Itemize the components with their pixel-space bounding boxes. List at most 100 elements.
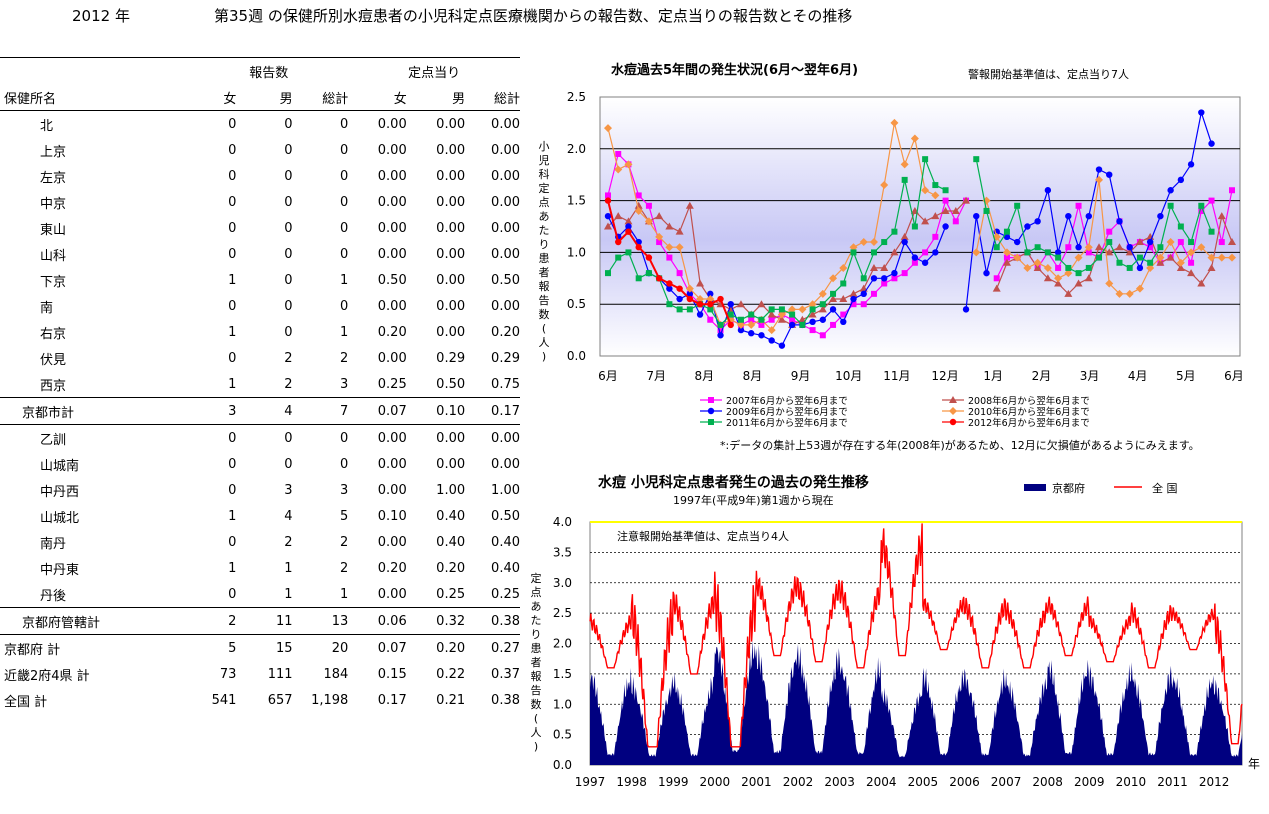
- legend-label: 京都府: [1052, 481, 1085, 495]
- data-point: [604, 124, 612, 133]
- data-point: [1002, 248, 1011, 257]
- table-cell: 0.29: [436, 350, 466, 366]
- kyoto-area: [590, 640, 1243, 765]
- data-point: [1054, 279, 1063, 287]
- data-point: [727, 301, 734, 308]
- data-point: [849, 289, 858, 297]
- table-cell: 1: [340, 272, 349, 288]
- data-point: [665, 222, 674, 230]
- x-tick-label: 2007: [991, 775, 1022, 789]
- table-cell: 0: [228, 430, 237, 446]
- legend-item: 2008年6月から翌年6月まで: [942, 395, 1090, 407]
- y-tick-label: 0.5: [567, 297, 586, 311]
- data-point: [676, 285, 683, 292]
- chart1-legend: 2007年6月から翌年6月まで 2008年6月から翌年6月まで 2009年6月から翌…: [700, 395, 1090, 429]
- data-point: [1115, 289, 1124, 298]
- data-point: [932, 182, 939, 189]
- table-cell: 0.00: [377, 350, 407, 366]
- data-point: [859, 238, 868, 247]
- data-point: [819, 316, 827, 323]
- legend-label: 2008年6月から翌年6月まで: [968, 395, 1090, 407]
- data-point: [666, 280, 673, 287]
- data-point: [1135, 284, 1144, 293]
- legend-item: 全 国: [1114, 481, 1178, 495]
- table-cell: 0.00: [491, 430, 520, 446]
- data-point: [758, 321, 765, 328]
- x-tick-label: 11月: [883, 369, 910, 383]
- x-tick-label: 2001: [741, 775, 772, 789]
- table-cell: 0: [284, 456, 293, 472]
- health-center-name: 京都府 計: [4, 642, 61, 658]
- data-point: [1198, 109, 1205, 116]
- table-cell: 0.00: [436, 116, 466, 132]
- data-point: [932, 233, 939, 240]
- data-point: [870, 275, 878, 282]
- table-cell: 0: [284, 220, 293, 236]
- chart1-alert-note: 警報開始基準値は、定点当り7人: [968, 68, 1129, 81]
- data-point: [615, 238, 622, 246]
- data-point: [748, 316, 755, 323]
- table-cell: 0.00: [491, 116, 520, 132]
- table-cell: 0: [228, 298, 237, 314]
- table-cell: 0.20: [377, 324, 407, 340]
- table-cell: 0: [228, 534, 237, 550]
- data-point: [1013, 238, 1021, 246]
- svg-text:定: 定: [531, 571, 542, 585]
- data-point: [1014, 202, 1021, 209]
- table-cell: 0.00: [377, 194, 407, 210]
- data-point: [1176, 258, 1185, 267]
- x-tick-label: 2008: [1032, 775, 1063, 789]
- table-cell: 0: [340, 220, 349, 236]
- data-point: [706, 295, 715, 304]
- data-point: [931, 191, 940, 200]
- col-header: 男: [236, 84, 293, 111]
- health-center-name: 下京: [40, 274, 67, 290]
- data-point: [860, 290, 867, 298]
- x-axis-unit: 年: [1248, 757, 1260, 771]
- table-cell: 73: [219, 666, 237, 682]
- table-cell: 0.25: [491, 586, 520, 602]
- data-point: [777, 310, 786, 319]
- table-cell: 4: [284, 508, 293, 524]
- table-cell: 0.40: [491, 560, 520, 576]
- table-cell: 3: [340, 376, 349, 392]
- table-cell: 0: [228, 116, 237, 132]
- y-tick-label: 2.5: [567, 90, 586, 104]
- data-point: [615, 254, 622, 261]
- data-point: [1024, 223, 1031, 230]
- data-point: [666, 301, 673, 308]
- table-cell: 0: [340, 246, 349, 262]
- data-point: [1075, 270, 1082, 277]
- data-point: [757, 300, 766, 308]
- report-table: 報告数 定点当り 保健所名 女 男 総計 女 男 総計 北 0 0 0 0.00 0.00…: [0, 57, 520, 713]
- chart1-footnote: *:データの集計上53週が存在する年(2008年)があるため、12月に欠損値があ…: [720, 439, 1200, 452]
- table-cell: 0.00: [377, 168, 407, 184]
- table-cell: 1: [340, 324, 349, 340]
- data-point: [1106, 171, 1113, 178]
- data-point: [1166, 238, 1175, 247]
- table-cell: 541: [211, 692, 237, 708]
- data-point: [624, 217, 633, 225]
- table-cell: 3: [340, 482, 349, 498]
- data-point: [829, 274, 838, 283]
- table-cell: 2: [284, 376, 293, 392]
- table-row: 右京 1 0 1 0.20 0.00 0.20: [0, 319, 520, 345]
- table-cell: 0.00: [377, 298, 407, 314]
- data-point: [1105, 279, 1114, 288]
- table-cell: 0.10: [406, 397, 466, 425]
- health-center-name: 北: [40, 118, 54, 134]
- data-point: [707, 290, 714, 298]
- table-row: 左京 0 0 0 0.00 0.00 0.00: [0, 163, 520, 189]
- data-point: [1023, 263, 1032, 272]
- data-point: [644, 217, 653, 226]
- data-point: [911, 259, 918, 266]
- data-point: [1085, 212, 1092, 220]
- data-point: [635, 275, 642, 282]
- data-point: [655, 275, 663, 282]
- svg-text:告: 告: [539, 294, 550, 307]
- data-point: [1157, 212, 1164, 220]
- table-row: 下京 1 0 1 0.50 0.00 0.50: [0, 267, 520, 293]
- data-point: [1064, 269, 1073, 278]
- table-cell: 1: [228, 272, 237, 288]
